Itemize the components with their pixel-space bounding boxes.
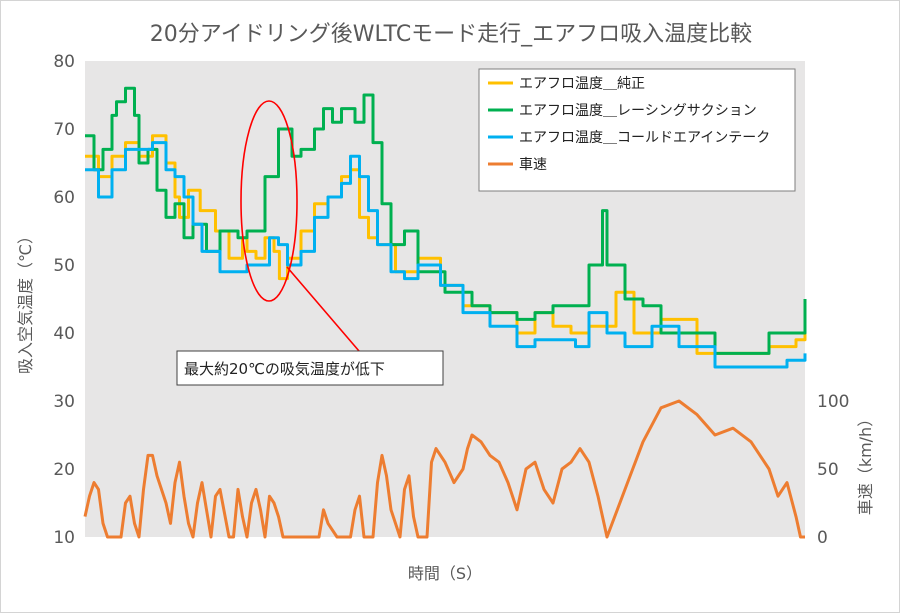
chart-title: 20分アイドリング後WLTCモード走行_エアフロ吸入温度比較: [150, 22, 752, 47]
y-axis-ticks: 10 20 30 40 50 60 70 80: [53, 52, 75, 548]
series-line-3: [83, 399, 805, 539]
series-line-1: [85, 86, 807, 355]
legend: エアフロ温度＿純正エアフロ温度＿レーシングサクションエアフロ温度＿コールドエアイ…: [478, 68, 796, 192]
series-line-2: [85, 141, 807, 369]
y2-axis-label: 車速（km/h）: [856, 411, 875, 515]
y-axis-label: 吸入空気温度（℃）: [16, 228, 35, 374]
x-axis-label: 時間（S）: [408, 564, 482, 583]
y-tick-label: 60: [53, 188, 75, 208]
callout-box: [176, 350, 444, 386]
y-tick-label: 10: [53, 528, 75, 548]
legend-label: エアフロ温度＿レーシングサクション: [519, 103, 757, 119]
y-tick-label: 80: [53, 52, 75, 72]
legend-label: 車速: [519, 156, 547, 173]
callout-arrow: [286, 266, 360, 352]
y-tick-label: 30: [53, 392, 75, 412]
legend-label: エアフロ温度＿純正: [519, 76, 645, 92]
y-tick-label: 40: [53, 324, 75, 344]
highlight-ellipse: [240, 100, 298, 302]
callout-text: 最大約20℃の吸気温度が低下: [184, 360, 385, 378]
callout: 最大約20℃の吸気温度が低下: [176, 100, 444, 386]
legend-box: [478, 68, 796, 192]
y2-axis-ticks: 0 50 100: [817, 392, 849, 548]
legend-items: エアフロ温度＿純正エアフロ温度＿レーシングサクションエアフロ温度＿コールドエアイ…: [488, 76, 770, 173]
y-tick-label: 50: [53, 256, 75, 276]
y2-tick-label: 100: [817, 392, 849, 412]
series-lines: [83, 86, 807, 539]
y2-tick-label: 0: [817, 528, 828, 548]
legend-label: エアフロ温度＿コールドエアインテーク: [519, 130, 770, 146]
y-tick-label: 70: [53, 120, 75, 140]
y2-tick-label: 50: [817, 460, 839, 480]
y-tick-label: 20: [53, 460, 75, 480]
